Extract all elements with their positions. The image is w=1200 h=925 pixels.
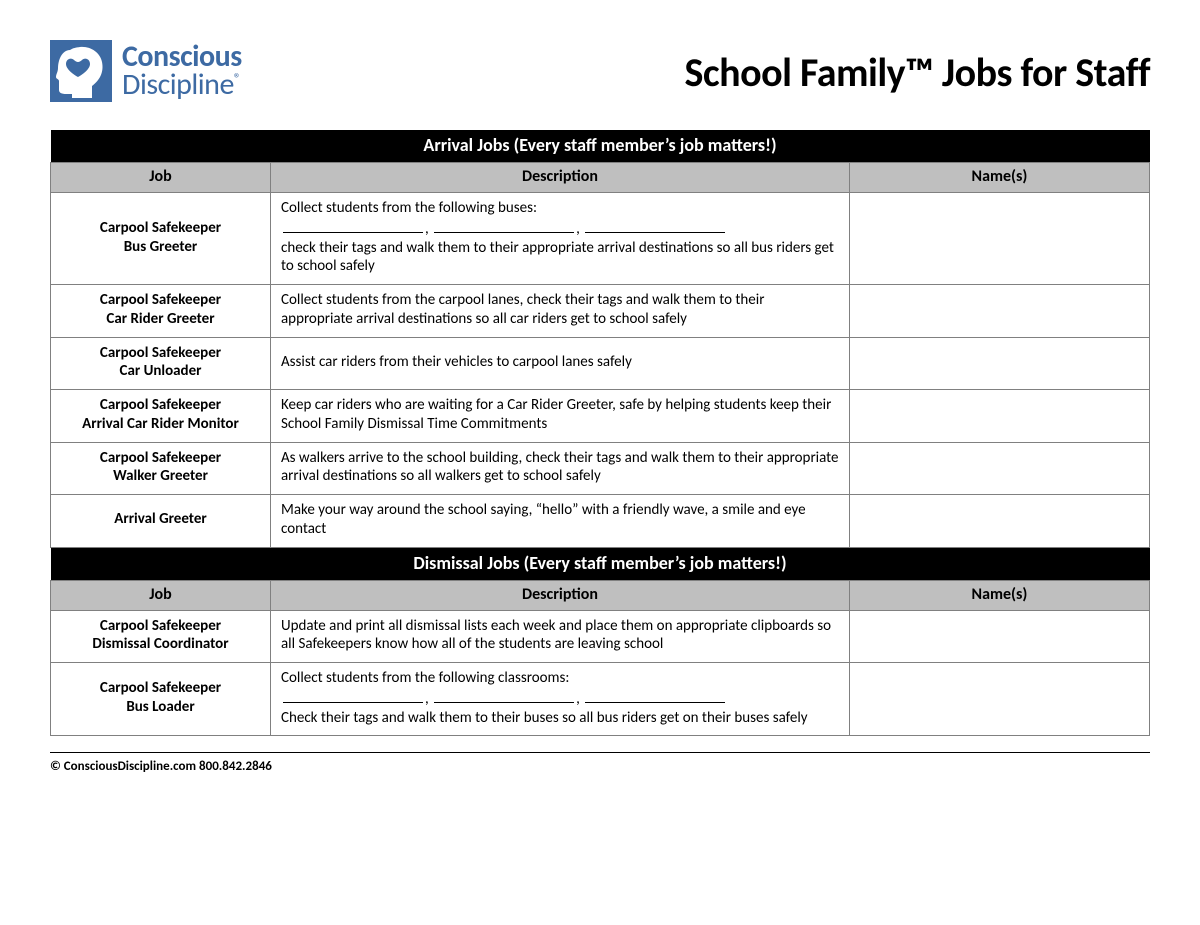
job-cell: Carpool Safekeeper Dismissal Coordinator [51, 610, 271, 663]
table-row: Carpool Safekeeper Bus Greeter Collect s… [51, 193, 1150, 285]
description-cell: Collect students from the carpool lanes,… [271, 285, 850, 338]
job-cell: Carpool Safekeeper Bus Greeter [51, 193, 271, 285]
description-cell: Make your way around the school saying, … [271, 495, 850, 548]
brand-line2: Discipline® [122, 71, 242, 100]
col-head-description: Description [271, 163, 850, 193]
col-head-description: Description [271, 580, 850, 610]
job-cell: Carpool Safekeeper Car Rider Greeter [51, 285, 271, 338]
table-row: Carpool Safekeeper Arrival Car Rider Mon… [51, 390, 1150, 443]
names-cell[interactable] [849, 663, 1149, 736]
names-cell[interactable] [849, 193, 1149, 285]
brand-logo: Conscious Discipline® [50, 40, 242, 102]
description-cell: Update and print all dismissal lists eac… [271, 610, 850, 663]
description-cell: As walkers arrive to the school building… [271, 442, 850, 495]
description-cell: Keep car riders who are waiting for a Ca… [271, 390, 850, 443]
names-cell[interactable] [849, 337, 1149, 390]
col-head-names: Name(s) [849, 580, 1149, 610]
page-title: School Family™ Jobs for Staff [684, 48, 1150, 97]
blank-field[interactable] [434, 218, 574, 233]
col-head-job: Job [51, 580, 271, 610]
table-row: Carpool Safekeeper Walker Greeter As wal… [51, 442, 1150, 495]
table-row: Carpool Safekeeper Dismissal Coordinator… [51, 610, 1150, 663]
table-row: Carpool Safekeeper Bus Loader Collect st… [51, 663, 1150, 736]
description-cell: Assist car riders from their vehicles to… [271, 337, 850, 390]
names-cell[interactable] [849, 285, 1149, 338]
section-bar-dismissal: Dismissal Jobs (Every staff member’s job… [51, 547, 1150, 580]
job-cell: Carpool Safekeeper Walker Greeter [51, 442, 271, 495]
page-footer: © ConsciousDiscipline.com 800.842.2846 [50, 752, 1150, 774]
names-cell[interactable] [849, 390, 1149, 443]
description-cell: Collect students from the following clas… [271, 663, 850, 736]
col-head-job: Job [51, 163, 271, 193]
col-head-names: Name(s) [849, 163, 1149, 193]
blank-field[interactable] [283, 688, 423, 703]
job-cell: Arrival Greeter [51, 495, 271, 548]
logo-mark-icon [50, 40, 112, 102]
page-header: Conscious Discipline® School Family™ Job… [50, 40, 1150, 102]
brand-text: Conscious Discipline® [122, 43, 242, 100]
names-cell[interactable] [849, 442, 1149, 495]
job-cell: Carpool Safekeeper Arrival Car Rider Mon… [51, 390, 271, 443]
blank-field[interactable] [283, 218, 423, 233]
blank-field[interactable] [585, 688, 725, 703]
job-cell: Carpool Safekeeper Bus Loader [51, 663, 271, 736]
blank-field[interactable] [434, 688, 574, 703]
jobs-table: Arrival Jobs (Every staff member’s job m… [50, 130, 1150, 736]
job-cell: Carpool Safekeeper Car Unloader [51, 337, 271, 390]
description-cell: Collect students from the following buse… [271, 193, 850, 285]
names-cell[interactable] [849, 610, 1149, 663]
blank-field[interactable] [585, 218, 725, 233]
table-row: Arrival Greeter Make your way around the… [51, 495, 1150, 548]
table-row: Carpool Safekeeper Car Unloader Assist c… [51, 337, 1150, 390]
section-bar-arrival: Arrival Jobs (Every staff member’s job m… [51, 130, 1150, 163]
names-cell[interactable] [849, 495, 1149, 548]
table-row: Carpool Safekeeper Car Rider Greeter Col… [51, 285, 1150, 338]
